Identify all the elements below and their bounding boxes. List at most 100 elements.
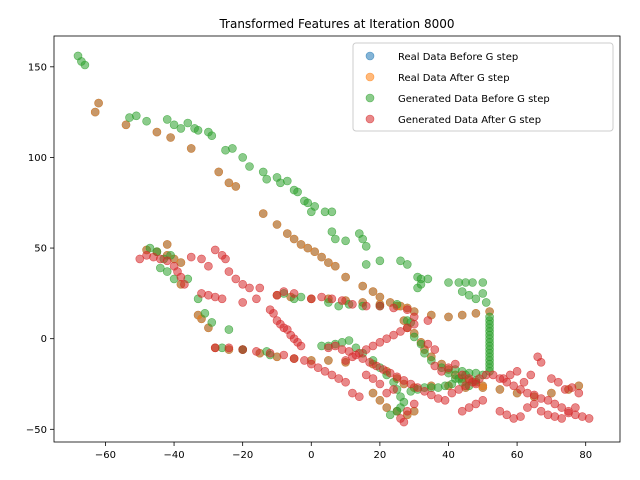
legend-box [352,42,614,132]
data-point [423,339,433,349]
data-point [471,379,481,389]
data-point [571,403,580,412]
data-point [162,267,172,276]
data-point [553,377,563,387]
data-point [505,370,515,380]
y-tick-label: 50 [34,244,47,255]
data-point [358,354,368,363]
data-point [303,198,313,208]
data-point [399,376,409,385]
data-point [409,319,419,329]
data-point [471,399,481,409]
data-point [423,274,433,284]
data-point [272,290,282,300]
data-point [341,356,350,365]
data-point [426,390,436,400]
data-point [351,350,361,360]
data-point [368,341,378,351]
data-point [382,388,392,398]
data-point [200,308,210,318]
data-point [245,283,254,293]
data-point [423,316,433,325]
data-point [94,98,103,108]
data-point [375,337,385,347]
data-point [341,272,350,282]
chart-title: Transformed Features at Iteration 8000 [218,17,454,31]
data-point [303,243,313,253]
data-point [413,283,422,293]
data-point [354,392,364,402]
series-3 [73,51,494,420]
data-point [180,279,189,289]
data-point [361,301,371,311]
data-point [272,220,282,229]
data-point [327,207,337,217]
data-point [228,144,237,153]
series-4 [135,245,594,427]
legend-label: Generated Data After G step [398,115,541,126]
y-tick-label: 0 [41,334,47,345]
data-point [375,256,385,266]
data-point [306,359,316,369]
data-point [193,126,203,135]
data-point [499,374,508,383]
data-point [145,243,155,253]
data-point [330,234,340,244]
data-point [176,258,186,267]
data-point [317,252,326,262]
legend-marker [365,114,375,124]
data-point [471,294,481,304]
data-point [444,363,453,373]
data-point [306,294,316,304]
x-tick-label: 20 [374,450,387,461]
data-point [224,267,234,276]
x-tick-label: 60 [511,450,524,461]
data-point [516,412,525,421]
data-point [430,361,440,371]
data-point [162,240,172,249]
points-layer [73,51,594,427]
data-point [265,348,275,358]
data-point [121,120,131,130]
legend-label: Real Data After G step [398,73,510,84]
data-point [361,345,371,354]
data-point [385,368,395,378]
data-point [567,383,577,392]
data-point [330,341,340,351]
data-point [197,254,206,264]
data-point [468,278,477,287]
data-point [255,283,265,293]
data-point [176,272,186,282]
data-point [224,343,234,353]
data-point [80,60,90,70]
data-point [300,356,309,365]
data-point [324,258,333,267]
data-point [447,388,457,398]
data-point [547,388,556,398]
y-tick-label: 150 [28,62,47,73]
data-point [296,341,306,351]
data-point [186,144,196,153]
data-point [512,366,522,376]
data-point [519,377,529,387]
data-point [221,254,230,264]
data-point [495,385,505,394]
y-axis: −50 0 50 100 150 [26,62,54,436]
data-point [447,379,457,389]
data-point [375,379,385,389]
data-point [152,127,162,137]
data-point [457,287,467,296]
data-point [392,406,402,416]
plot-frame [53,35,621,443]
data-point [252,347,261,356]
data-point [269,308,278,318]
y-tick-label: 100 [28,153,47,164]
data-point [382,403,392,412]
data-point [564,408,573,418]
x-tick-label: −40 [164,450,185,461]
data-point [330,261,340,271]
data-point [584,414,594,423]
data-point [488,370,498,380]
data-point [142,116,151,126]
